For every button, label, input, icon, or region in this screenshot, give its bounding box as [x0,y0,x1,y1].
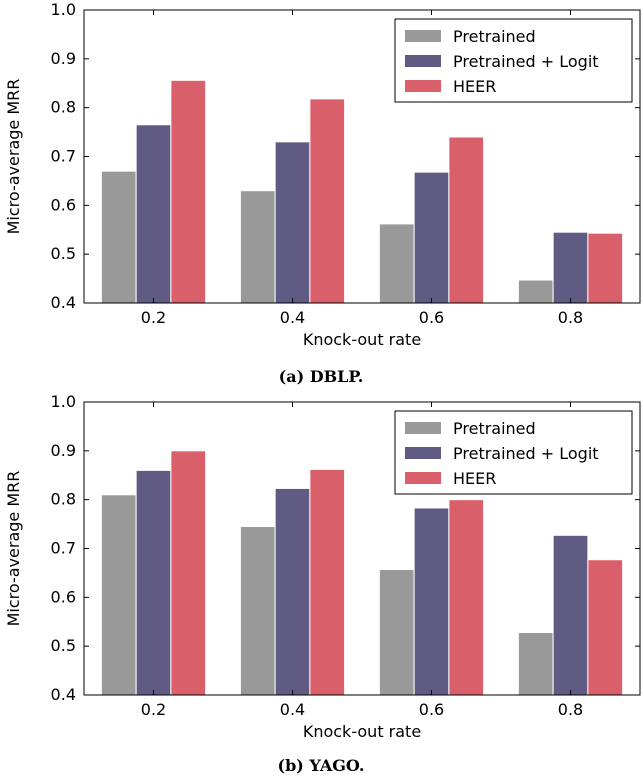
x-tick-label: 0.6 [419,700,444,719]
x-tick-label: 0.6 [419,308,444,327]
x-tick-label: 0.8 [558,700,583,719]
y-tick-label: 0.4 [51,293,76,312]
bar [309,98,346,304]
x-axis-label: Knock-out rate [303,722,421,741]
bar [587,232,624,304]
bar [100,170,137,304]
legend-swatch [405,472,441,484]
y-tick-label: 0.6 [51,195,76,214]
legend: Pretrained Pretrained + Logit HEER [394,410,633,495]
legend-label: Pretrained + Logit [453,444,599,463]
bar-chart-yago: 0.4 0.5 0.6 0.7 0.8 0.9 1.0 0.2 0.4 0.6 0.8 Knock-o… [4,392,641,741]
x-axis-label: Knock-out rate [303,330,421,349]
legend-label: HEER [453,77,496,96]
y-tick-label: 0.7 [51,539,76,558]
chart-caption: (a) DBLP. [278,367,364,386]
bar [309,468,346,696]
bar [587,559,624,696]
bar [239,526,276,696]
y-tick-label: 1.0 [51,0,76,19]
legend-swatch [405,422,441,434]
legend-label: Pretrained + Logit [453,52,599,71]
bar [448,499,485,696]
y-axis-label: Micro-average MRR [4,79,23,235]
bar [378,568,415,696]
bar [378,223,415,304]
bar [170,450,207,696]
y-tick-label: 0.8 [51,490,76,509]
y-tick-label: 0.9 [51,49,76,68]
bar [170,79,207,304]
x-tick-label: 0.2 [141,700,166,719]
bar [100,494,137,696]
bar [239,190,276,304]
bar [274,487,311,696]
bar [552,231,589,304]
x-tick-label: 0.8 [558,308,583,327]
bar [552,534,589,696]
legend-swatch [405,30,441,42]
bar [448,136,485,304]
legend-swatch [405,80,441,92]
legend: Pretrained Pretrained + Logit HEER [394,18,633,103]
bar-chart-dblp: 0.4 0.5 0.6 0.7 0.8 0.9 1.0 0.2 0.4 0.6 0.8 Knock-o… [4,0,641,349]
y-tick-label: 0.6 [51,587,76,606]
bar [274,141,311,304]
y-tick-label: 0.7 [51,147,76,166]
legend-label: Pretrained [453,27,536,46]
x-tick-label: 0.4 [280,700,305,719]
y-tick-label: 0.8 [51,98,76,117]
x-tick-label: 0.2 [141,308,166,327]
bar [135,124,172,304]
bar [517,631,554,696]
y-tick-label: 1.0 [51,392,76,411]
legend-label: HEER [453,469,496,488]
chart-caption: (b) YAGO. [277,756,365,775]
legend-swatch [405,55,441,67]
legend-label: Pretrained [453,419,536,438]
chart-panel-dblp: 0.4 0.5 0.6 0.7 0.8 0.9 1.0 0.2 0.4 0.6 0.8 Knock-o… [4,0,641,386]
bar [413,171,450,304]
bar [135,469,172,696]
legend-swatch [405,447,441,459]
bar [517,279,554,304]
y-tick-label: 0.4 [51,685,76,704]
bar [413,507,450,696]
y-axis-label: Micro-average MRR [4,471,23,627]
y-tick-label: 0.9 [51,441,76,460]
y-tick-label: 0.5 [51,244,76,263]
chart-panel-yago: 0.4 0.5 0.6 0.7 0.8 0.9 1.0 0.2 0.4 0.6 0.8 Knock-o… [0,392,642,782]
x-tick-label: 0.4 [280,308,305,327]
y-tick-label: 0.5 [51,636,76,655]
